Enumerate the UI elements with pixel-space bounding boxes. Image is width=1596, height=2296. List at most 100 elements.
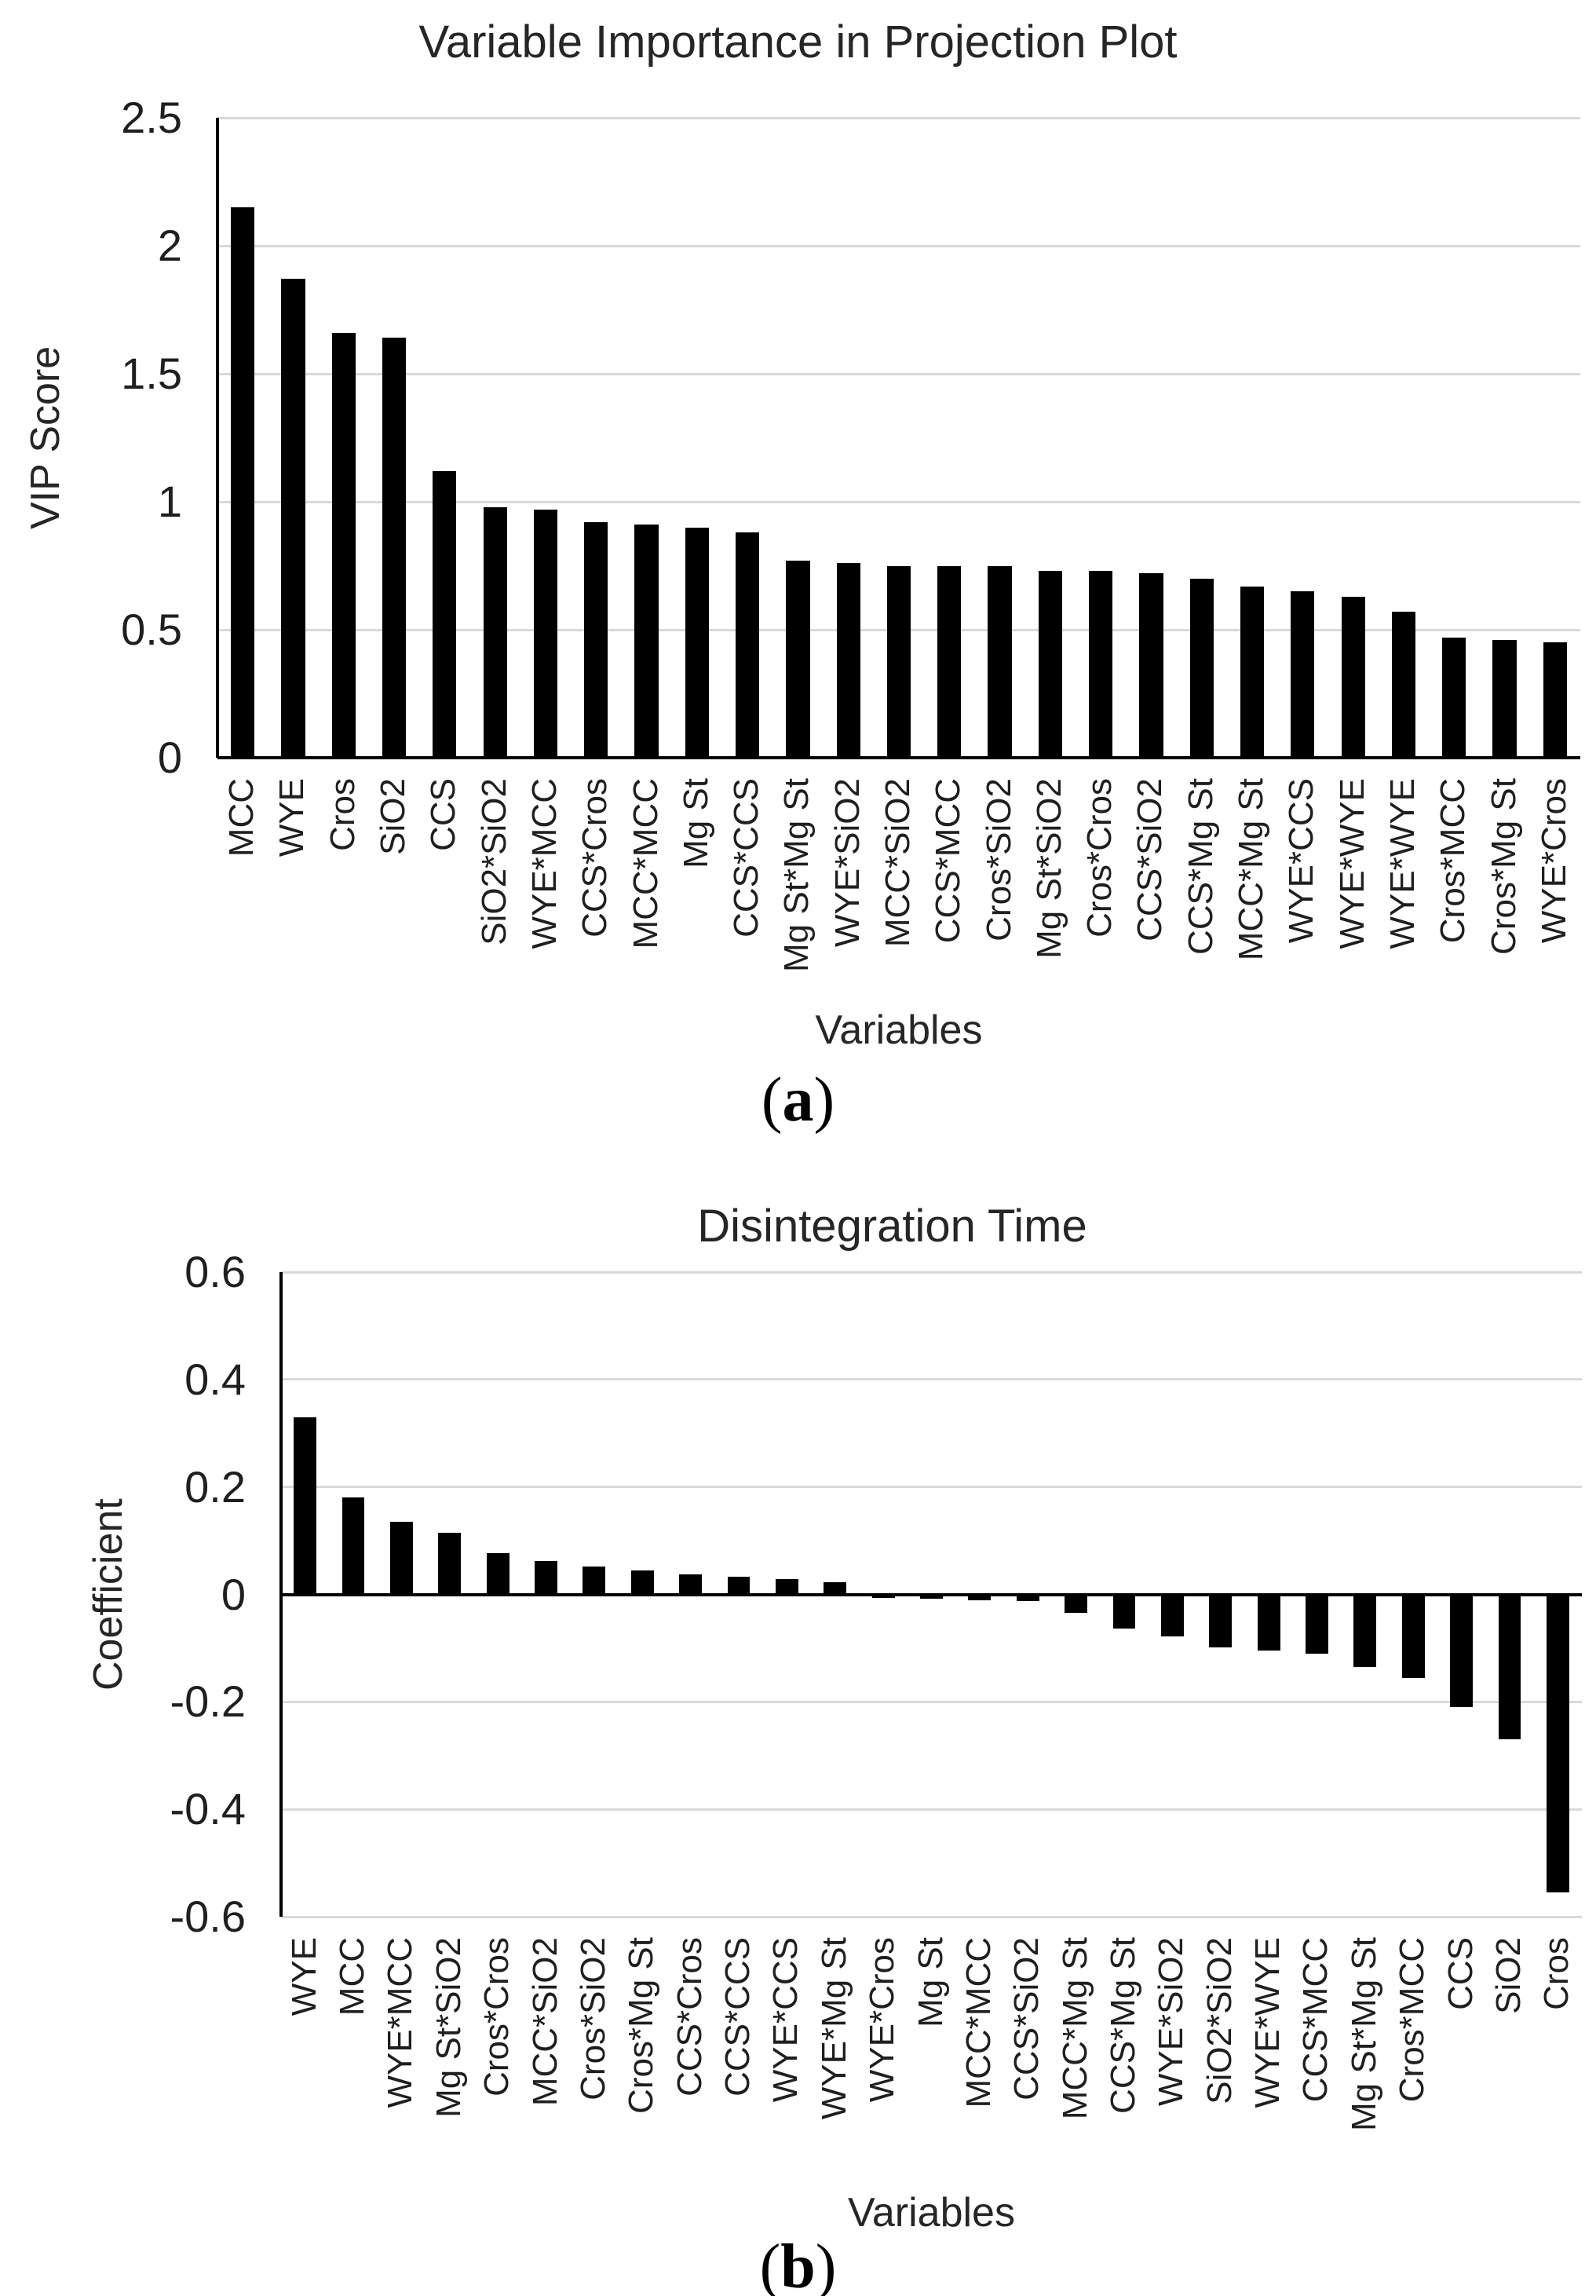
x-tick-label: WYE: [284, 1937, 323, 2016]
y-axis-line: [279, 1272, 283, 1917]
bar-CCS*Cros: [584, 522, 608, 758]
y-tick-label: 2: [157, 221, 182, 270]
chart-a-title: Variable Importance in Projection Plot: [418, 16, 1178, 68]
bar-CCS*SiO2: [1016, 1594, 1039, 1602]
x-tick-label: Cros*Mg St: [622, 1937, 661, 2114]
caption-b-open-paren: (: [759, 2232, 781, 2296]
bar-WYE*WYE: [1257, 1594, 1280, 1651]
x-tick-label: Cros*SiO2: [573, 1937, 612, 2100]
bar-MCC*MCC: [634, 525, 659, 758]
y-tick-label: 0.2: [184, 1461, 246, 1512]
x-tick-label: MCC: [333, 1937, 372, 2016]
gridline-y-0.2: [281, 1486, 1582, 1489]
x-tick-label: CCS: [1441, 1937, 1480, 2010]
x-axis-line: [217, 756, 1580, 759]
x-tick-label: WYE*WYE: [1248, 1937, 1287, 2108]
bar-SiO2*SiO2: [483, 506, 507, 758]
bar-MCC*MCC: [968, 1594, 992, 1601]
y-axis-line: [216, 118, 219, 758]
bar-MCC*Mg St: [1240, 586, 1265, 758]
x-tick-label: WYE*SiO2: [1152, 1937, 1191, 2107]
x-tick-label: Mg St*SiO2: [429, 1937, 468, 2118]
x-tick-label: WYE*Cros: [863, 1937, 902, 2103]
x-tick-label: SiO2*SiO2: [1200, 1937, 1239, 2104]
bar-WYE*MCC: [533, 509, 558, 758]
gridline-y-1.5: [217, 372, 1580, 375]
bar-CCS*Cros: [679, 1574, 703, 1595]
bar-WYE*Mg St: [824, 1582, 847, 1595]
bar-MCC*SiO2: [535, 1561, 557, 1595]
bar-WYE*SiO2: [836, 563, 860, 758]
bar-Mg St*Mg St: [786, 560, 810, 758]
y-tick-label: 0.4: [184, 1354, 246, 1404]
x-tick-label: Mg St: [911, 1937, 950, 2027]
bar-WYE*WYE: [1391, 612, 1416, 758]
bar-WYE*Cros: [871, 1594, 895, 1598]
caption-b: (b): [0, 2232, 1596, 2296]
gridline-y-2: [217, 244, 1580, 247]
y-tick-label: -0.2: [170, 1676, 247, 1727]
bar-Mg St: [685, 527, 709, 758]
x-tick-label: Cros*MCC: [1393, 1937, 1432, 2103]
caption-a: (a): [0, 1065, 1596, 1136]
bar-MCC: [341, 1497, 365, 1595]
bar-Mg St*Mg St: [1353, 1594, 1377, 1667]
bar-Mg St*SiO2: [1038, 571, 1062, 758]
y-tick-label: 0: [157, 733, 182, 782]
bar-MCC*SiO2: [886, 565, 911, 758]
x-tick-label: SiO2: [1488, 1937, 1528, 2014]
gridline-y--0.2: [281, 1700, 1582, 1703]
y-tick-label: 0.5: [121, 605, 182, 654]
bar-CCS*CCS: [727, 1576, 751, 1595]
bar-Cros*SiO2: [583, 1566, 606, 1595]
caption-a-open-paren: (: [761, 1066, 783, 1135]
bar-Cros*Mg St: [630, 1570, 654, 1595]
x-tick-label: CCS*MCC: [1296, 1937, 1335, 2103]
bar-CCS*CCS: [736, 532, 760, 758]
bar-WYE*SiO2: [1160, 1594, 1184, 1636]
bar-SiO2*SiO2: [1209, 1594, 1233, 1647]
bar-CCS*MCC: [937, 565, 962, 758]
bar-WYE: [281, 279, 305, 758]
y-tick-label: 1: [157, 477, 182, 526]
bar-CCS*SiO2: [1139, 573, 1163, 758]
y-tick-label: -0.6: [170, 1892, 247, 1941]
x-tick-label: WYE*Mg St: [814, 1937, 853, 2120]
bar-WYE: [294, 1417, 317, 1595]
bar-WYE*Cros: [1543, 642, 1567, 758]
bar-WYE*CCS: [775, 1579, 798, 1595]
caption-a-close-paren: ): [813, 1066, 835, 1135]
gridline-y--0.6: [281, 1915, 1582, 1918]
x-tick-label: MCC*Mg St: [1055, 1937, 1094, 2120]
bar-CCS: [1450, 1594, 1473, 1708]
chart-a-x-axis-title: Variables: [815, 1007, 983, 1053]
bar-WYE*CCS: [1291, 591, 1315, 758]
bar-SiO2: [382, 338, 407, 758]
caption-b-close-paren: ): [815, 2232, 837, 2296]
y-tick-label: 0.6: [184, 1247, 246, 1296]
x-tick-label: CCS*SiO2: [1007, 1937, 1046, 2100]
x-tick-label: Mg St*Mg St: [1344, 1937, 1383, 2131]
gridline-y-0.4: [281, 1378, 1582, 1381]
bar-Cros*MCC: [1442, 637, 1466, 758]
caption-a-letter: a: [782, 1066, 814, 1135]
x-tick-label: WYE*CCS: [766, 1937, 805, 2103]
bar-Cros: [1546, 1594, 1569, 1893]
gridline-y-0.6: [281, 1270, 1582, 1274]
bar-Cros: [331, 332, 356, 758]
bar-Cros*Cros: [486, 1552, 509, 1595]
x-tick-label: WYE*MCC: [381, 1937, 420, 2108]
bar-CCS*MCC: [1306, 1594, 1328, 1654]
bar-MCC*Mg St: [1065, 1594, 1088, 1614]
bar-SiO2: [1498, 1594, 1521, 1740]
bar-Cros*MCC: [1401, 1594, 1425, 1678]
bar-WYE*WYE: [1341, 596, 1365, 758]
bar-Mg St*SiO2: [438, 1532, 462, 1595]
gridline-y-1: [217, 500, 1580, 503]
bar-Mg St: [920, 1594, 943, 1599]
y-tick-label: 2.5: [121, 93, 182, 142]
y-tick-label: 1.5: [121, 349, 182, 398]
